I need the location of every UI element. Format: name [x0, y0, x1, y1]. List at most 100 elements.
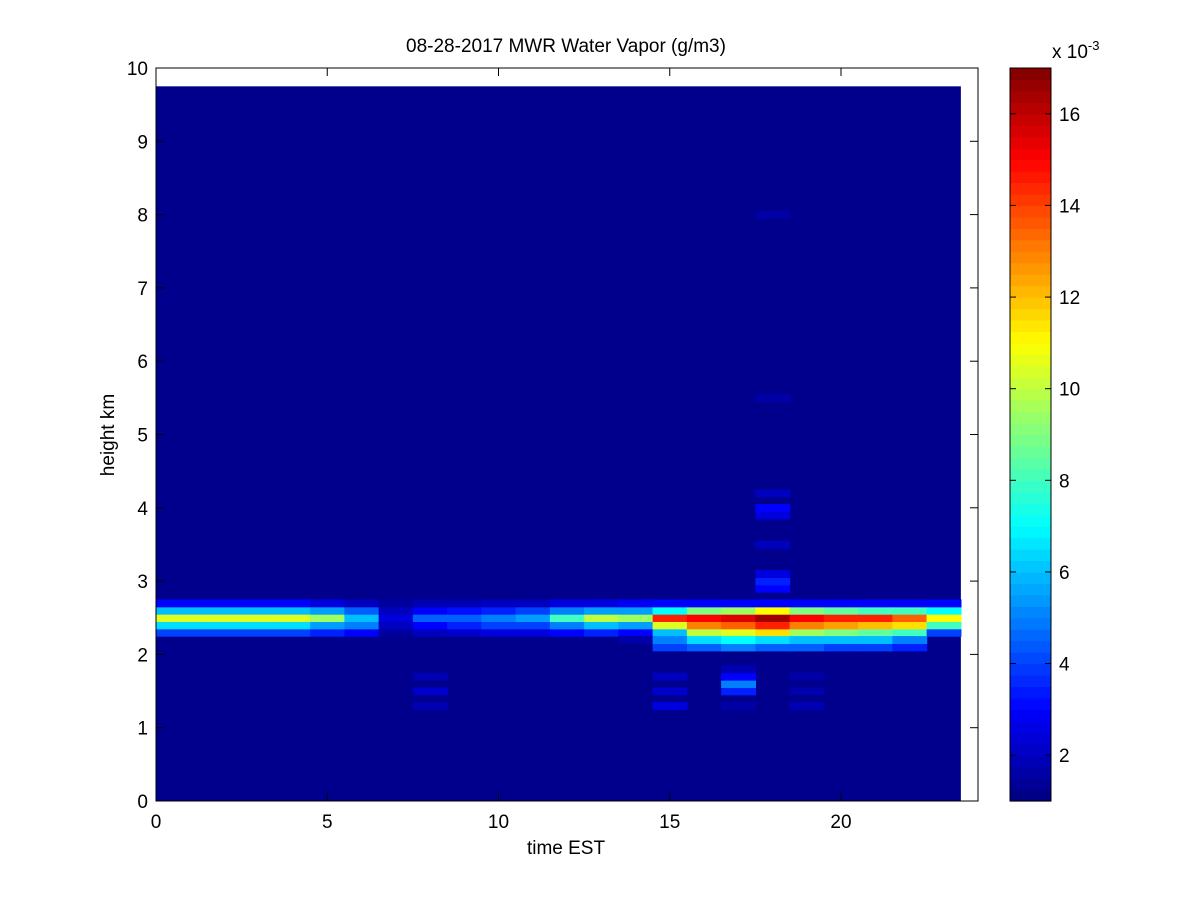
heatmap-cell: [721, 665, 756, 674]
heatmap-cell: [686, 599, 722, 608]
colorbar-segment: [1010, 136, 1051, 149]
heatmap-cell: [618, 621, 654, 630]
colorbar-segment: [1010, 171, 1051, 184]
heatmap-cell: [926, 606, 962, 615]
heatmap-cell: [721, 702, 756, 710]
colorbar-segment: [1010, 514, 1051, 527]
heatmap-cell: [652, 628, 688, 637]
colorbar-segment: [1010, 102, 1051, 115]
heatmap-cell: [241, 599, 277, 608]
heatmap-cell: [755, 621, 791, 630]
colorbar-segment: [1010, 686, 1051, 699]
colorbar-segment: [1010, 445, 1051, 459]
axis-tick-labels: 0 5 10 15 20 0 1 2 3 4 5 6 7 8 9 10: [127, 59, 852, 833]
heatmap-cell: [515, 621, 551, 630]
colorbar-multiplier-base: x 10: [1052, 42, 1088, 63]
heatmap-cell: [344, 606, 380, 615]
colorbar-segment: [1010, 68, 1051, 81]
colorbar-segment: [1010, 468, 1051, 481]
heatmap-cell: [241, 628, 277, 637]
heatmap-cell: [686, 628, 722, 637]
colorbar-segment: [1010, 755, 1051, 768]
colorbar-segment: [1010, 560, 1051, 573]
heatmap-cell: [275, 599, 311, 608]
heatmap-cell: [549, 606, 585, 615]
colorbar-segment: [1010, 319, 1051, 333]
colorbar-segment: [1010, 549, 1051, 562]
heatmap-cell: [858, 621, 893, 630]
chart-title: 08-28-2017 MWR Water Vapor (g/m3): [406, 36, 726, 57]
x-tick-label: 20: [830, 812, 851, 833]
heatmap-cell: [344, 621, 380, 630]
heatmap-cell: [412, 614, 448, 623]
colorbar-segment: [1010, 663, 1051, 676]
x-tick-label: 0: [151, 812, 162, 833]
colorbar-segment: [1010, 480, 1051, 493]
heatmap-cell: [721, 599, 756, 608]
heatmap-cell: [686, 614, 722, 623]
heatmap-cell: [618, 606, 654, 615]
colorbar-segment: [1010, 457, 1051, 470]
heatmap-cell: [652, 672, 688, 681]
colorbar-segment: [1010, 148, 1051, 161]
heatmap-cell: [755, 570, 791, 579]
heatmap-cell: [344, 628, 380, 637]
heatmap-cell: [156, 599, 174, 608]
heatmap-cell: [789, 599, 825, 608]
colorbar-tick-label: 12: [1059, 288, 1080, 309]
heatmap-cell: [686, 643, 722, 652]
heatmap-cell: [207, 628, 243, 637]
colorbar-segment: [1010, 251, 1051, 264]
x-axis-title: time EST: [527, 838, 606, 859]
heatmap-cell: [618, 614, 654, 623]
heatmap-cell: [344, 599, 380, 608]
colorbar-tick-label: 2: [1059, 746, 1070, 767]
y-tick-label: 8: [137, 206, 148, 227]
colorbar-segment: [1010, 239, 1051, 252]
heatmap-cell: [481, 628, 517, 637]
colorbar-segment: [1010, 331, 1051, 344]
colorbar-tick-label: 4: [1059, 655, 1070, 676]
heatmap-cell: [652, 621, 688, 630]
y-tick-label: 9: [137, 132, 148, 153]
heatmap-cell: [789, 643, 825, 652]
colorbar-multiplier-exponent: -3: [1088, 38, 1100, 53]
heatmap-cell: [789, 687, 825, 696]
heatmap-cell: [652, 702, 688, 710]
heatmap-cell: [926, 621, 962, 630]
heatmap-cell: [310, 621, 345, 630]
heatmap-cell: [823, 643, 859, 652]
heatmap-cell: [755, 643, 791, 652]
heatmap-cell: [378, 599, 414, 608]
heatmap-cell: [755, 210, 791, 219]
colorbar-segment: [1010, 652, 1051, 665]
colorbar-segment: [1010, 205, 1051, 218]
colorbar-segment: [1010, 159, 1051, 172]
heatmap-cell: [858, 614, 893, 623]
colorbar-segment: [1010, 503, 1051, 516]
colorbar-segment: [1010, 262, 1051, 275]
heatmap-cell: [926, 614, 962, 623]
heatmap-cell: [378, 606, 414, 615]
colorbar-segment: [1010, 79, 1051, 92]
heatmap-cell: [652, 636, 688, 645]
colorbar-segment: [1010, 434, 1051, 447]
y-axis-title: height km: [98, 394, 119, 476]
y-tick-label: 6: [137, 352, 148, 373]
y-tick-label: 5: [137, 426, 148, 447]
heatmap-cell: [823, 621, 859, 630]
heatmap-cell: [515, 599, 551, 608]
heatmap-cell: [481, 621, 517, 630]
heatmap-cell: [412, 702, 448, 710]
heatmap-cell: [310, 599, 345, 608]
heatmap-cell: [686, 606, 722, 615]
y-tick-label: 10: [127, 59, 148, 80]
heatmap-cell: [755, 394, 791, 403]
heatmap-cell: [156, 614, 174, 623]
heatmap-cell: [618, 636, 654, 645]
heatmap-cell: [892, 614, 928, 623]
heatmap-cell: [721, 687, 756, 696]
heatmap-cell: [858, 628, 893, 637]
heatmap-cell: [721, 680, 756, 688]
